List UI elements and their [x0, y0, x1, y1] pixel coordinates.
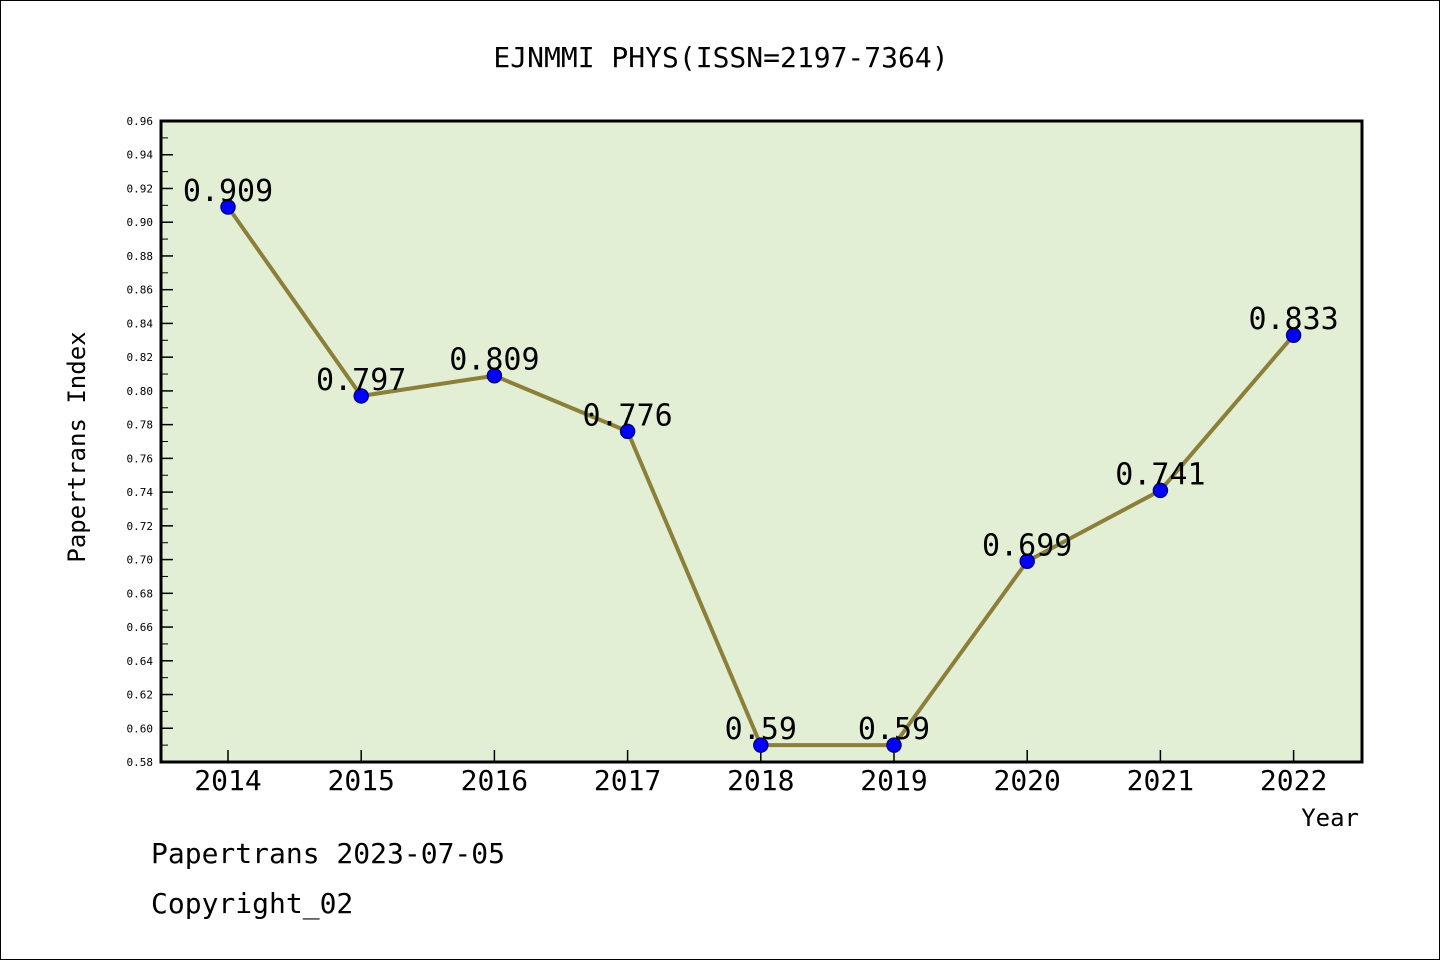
y-tick-label: 0.92 [127, 182, 154, 195]
data-labels-group: 0.909 0.797 0.809 0.776 0.59 0.59 0.699 0.741 0.… [183, 174, 1339, 747]
data-label: 0.909 [183, 174, 273, 209]
data-label: 0.809 [449, 343, 539, 378]
y-tick-label: 0.62 [127, 689, 154, 702]
data-point [1285, 327, 1302, 343]
x-tick-label: 2017 [594, 764, 661, 797]
x-tick-label: 2018 [727, 764, 794, 797]
chart-title: EJNMMI PHYS(ISSN=2197-7364) [493, 41, 948, 74]
y-tick-label: 0.88 [127, 250, 154, 263]
data-label: 0.59 [858, 712, 930, 747]
x-tick-label: 2022 [1260, 764, 1327, 797]
x-tick-label: 2014 [194, 764, 261, 797]
y-axis-label: Papertrans Index [63, 331, 91, 562]
y-tick-label: 0.60 [127, 722, 154, 735]
y-tick-label: 0.78 [127, 419, 154, 432]
footer-copyright: Copyright_02 [151, 887, 354, 920]
data-point [353, 388, 369, 404]
y-tick-label: 0.66 [127, 621, 154, 634]
data-label: 0.797 [316, 363, 406, 398]
y-tick-label: 0.68 [127, 587, 154, 600]
data-point [220, 199, 236, 215]
y-tick-label: 0.64 [127, 655, 154, 668]
x-tick-label: 2020 [993, 764, 1060, 797]
y-tick-label: 0.84 [127, 317, 154, 330]
y-tick-label: 0.58 [127, 756, 154, 769]
x-tick-label: 2016 [461, 764, 528, 797]
y-tick-label: 0.82 [127, 351, 154, 364]
y-tick-label: 0.94 [127, 149, 154, 162]
y-axis: 0.58 0.60 0.62 0.64 0.66 0.68 0.70 0.72 0.74 0.76… [127, 115, 173, 769]
x-tick-label: 2021 [1127, 764, 1194, 797]
y-tick-label: 0.96 [127, 115, 154, 128]
x-axis: 2014 2015 2016 2017 2018 2019 2020 2021 2022 [194, 750, 1327, 797]
x-tick-label: 2019 [860, 764, 927, 797]
x-axis-label: Year [1301, 804, 1359, 832]
y-tick-label: 0.76 [127, 452, 154, 465]
data-point [486, 367, 503, 384]
y-tick-label: 0.86 [127, 284, 154, 297]
data-label: 0.59 [725, 712, 797, 747]
data-point [753, 737, 769, 753]
y-tick-label: 0.90 [127, 216, 154, 229]
data-point [619, 423, 636, 440]
y-tick-label: 0.80 [127, 385, 154, 398]
plot-area [159, 119, 1364, 764]
y-tick-label: 0.70 [127, 554, 154, 567]
series-line-group [220, 199, 1302, 753]
footer-date: Papertrans 2023-07-05 [151, 837, 506, 870]
data-point [886, 737, 902, 753]
y-tick-label: 0.74 [127, 486, 154, 499]
data-label: 0.833 [1248, 302, 1338, 337]
y-tick-label: 0.72 [127, 520, 154, 533]
data-point [1019, 553, 1035, 570]
data-label: 0.741 [1115, 457, 1205, 492]
data-point [1152, 482, 1169, 499]
data-label: 0.699 [982, 528, 1072, 563]
x-tick-label: 2015 [327, 764, 394, 797]
data-label: 0.776 [582, 398, 672, 433]
